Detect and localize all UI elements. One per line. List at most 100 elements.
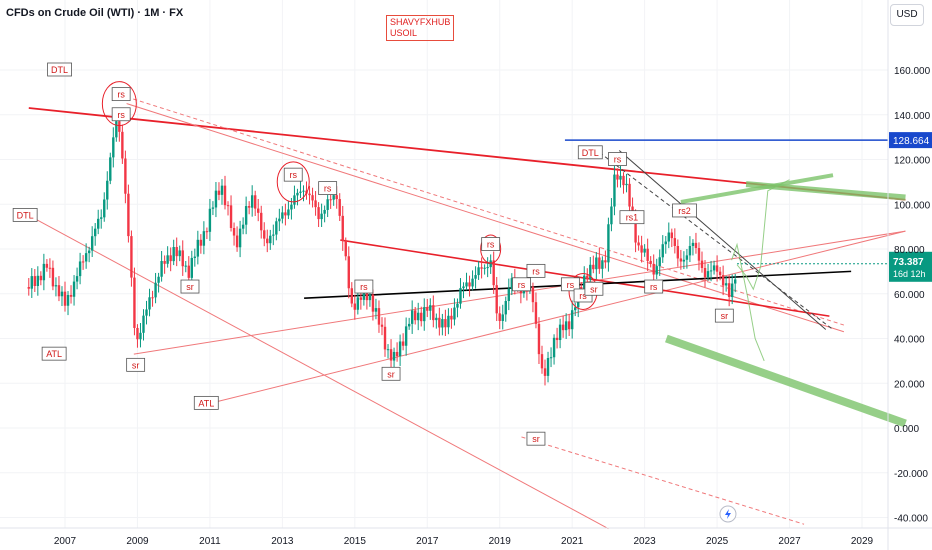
candle-body [637, 242, 640, 246]
candle [72, 275, 76, 306]
annotation-text: ATL [46, 349, 62, 359]
dashed-grey-trendline [593, 147, 834, 330]
y-tick-label: -40.000 [894, 514, 928, 525]
annotation-tag: DTL [577, 145, 603, 160]
annotation-text: sr [186, 282, 194, 292]
candle [311, 187, 314, 208]
candle [39, 271, 43, 286]
candle [205, 227, 209, 240]
candle-body [229, 205, 233, 228]
candle [444, 309, 447, 337]
candle-body [589, 264, 592, 280]
candle [721, 265, 725, 296]
candle-body [694, 242, 698, 249]
candle [453, 298, 456, 326]
candle-body [54, 285, 58, 287]
candle [106, 171, 109, 210]
annotation-box [111, 87, 131, 102]
candle [226, 201, 230, 216]
candle [112, 127, 115, 168]
annotation-text: rs [614, 155, 622, 165]
candle-body [353, 303, 357, 310]
candle [465, 272, 468, 291]
candle [734, 273, 737, 293]
candle-body [350, 288, 353, 304]
candle [610, 198, 613, 232]
candle [697, 242, 701, 271]
candle [417, 302, 420, 331]
candle-body [531, 286, 535, 303]
candle-body [42, 263, 46, 281]
candle-body [450, 315, 453, 320]
candle [175, 237, 178, 267]
annotation-box [714, 308, 734, 323]
candle [69, 285, 73, 304]
candle-body [178, 250, 181, 257]
candle-body [33, 276, 37, 287]
y-tick-label: 100.000 [894, 200, 931, 211]
candle-body [465, 282, 468, 287]
watermark-line-1: SHAVYFXHUB [390, 17, 451, 27]
candle-body [643, 248, 646, 253]
candle-body [184, 265, 187, 267]
candle-body [700, 260, 704, 269]
candle [480, 257, 483, 279]
candle-body [220, 185, 224, 195]
symbol-title[interactable]: CFDs on Crude Oil (WTI) · 1M · FX [6, 7, 184, 19]
annotation-tag: rs [481, 237, 501, 251]
candle-body [598, 257, 601, 269]
annotation-box [577, 145, 603, 160]
candle [87, 246, 91, 263]
candle-body [205, 231, 209, 233]
candle-body [392, 351, 396, 361]
candle-body [151, 297, 154, 299]
candle [664, 236, 667, 254]
candle [42, 253, 46, 291]
candle-body [432, 305, 435, 321]
green-band-lower [665, 334, 907, 428]
currency-button[interactable]: USD [890, 4, 924, 26]
annotation-tag: sr [526, 431, 546, 446]
candle-body [570, 310, 574, 330]
candle-body [413, 310, 417, 321]
candle-body [371, 294, 375, 312]
y-tick-label: 120.000 [894, 156, 931, 167]
candle-body [314, 200, 317, 208]
annotation-text: rs [360, 282, 368, 292]
candle-body [486, 267, 489, 269]
annotation-text: sr [590, 284, 598, 294]
candle [344, 237, 347, 261]
annotation-text: DTL [582, 148, 599, 158]
candle [229, 195, 233, 232]
candle-body [691, 242, 695, 246]
candle-body [27, 287, 30, 289]
annotation-box [283, 167, 303, 182]
candle-body [673, 238, 677, 246]
annotation-text: sr [387, 369, 395, 379]
candle-body [652, 263, 655, 275]
candle-body [356, 297, 360, 310]
annotation-tag: ATL [41, 346, 67, 361]
candle [374, 298, 378, 320]
candle-body [163, 260, 166, 264]
candle-body [616, 174, 619, 180]
candle-body [613, 174, 616, 207]
candle-body [60, 291, 64, 297]
candle [383, 317, 387, 357]
horizontal-level-label: 128.664 [893, 136, 930, 147]
ascending-channel-lower [209, 230, 906, 404]
annotation-tag: rs [318, 181, 338, 195]
candle [359, 290, 363, 310]
candle-body [166, 255, 169, 264]
candle [63, 281, 67, 312]
candle-body [682, 259, 686, 262]
candle-body [501, 314, 504, 321]
candle-body [154, 282, 157, 298]
candle-body [727, 283, 731, 297]
candle [193, 248, 197, 267]
author-watermark: SHAVYFXHUB USOIL [386, 15, 455, 41]
candle [199, 234, 203, 254]
